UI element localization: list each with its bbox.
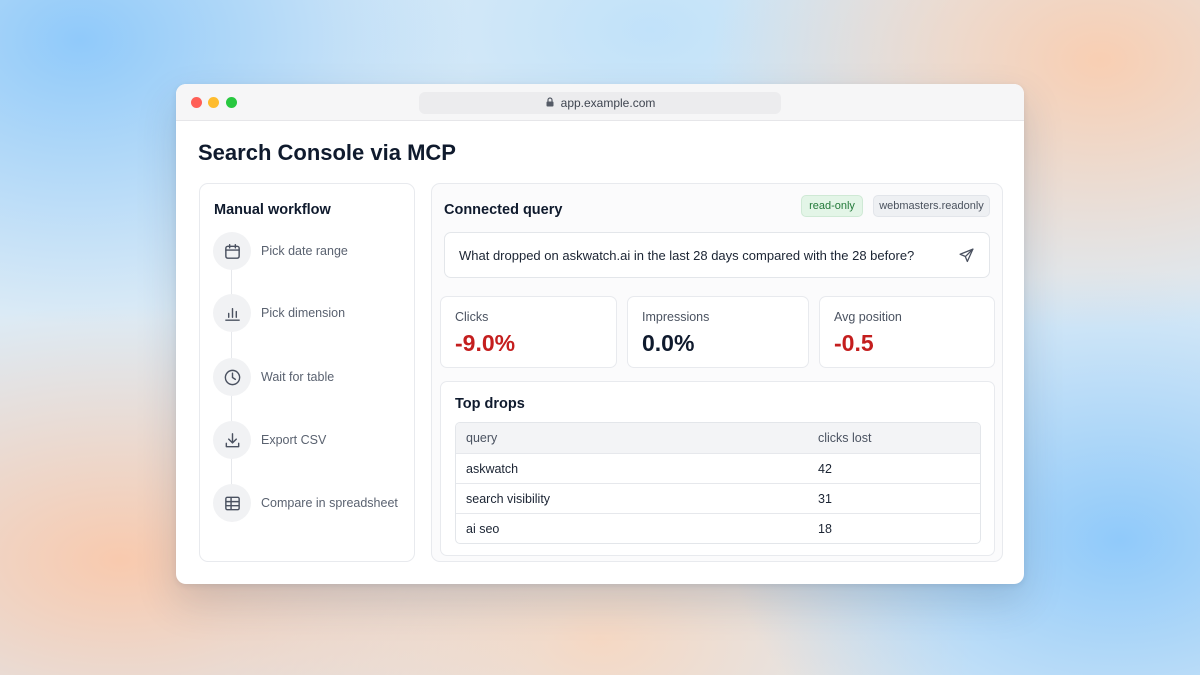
query-input[interactable]: What dropped on askwatch.ai in the last … (444, 232, 990, 278)
metric-card-clicks: Clicks -9.0% (440, 296, 617, 368)
bar-chart-icon (213, 294, 251, 332)
workflow-step-export-csv: Export CSV (213, 421, 409, 459)
metric-value: -0.5 (834, 330, 874, 356)
title-bar: app.example.com (176, 84, 1024, 121)
close-window-button[interactable] (191, 97, 202, 108)
clock-icon (213, 358, 251, 396)
manual-workflow-panel: Manual workflow Pick date range Pick dim… (199, 183, 415, 562)
workflow-step-compare-in-spreadsheet: Compare in spreadsheet (213, 484, 409, 522)
table-cell-clicks-lost: 18 (818, 521, 832, 536)
step-label: Compare in spreadsheet (261, 496, 398, 510)
send-icon[interactable] (958, 247, 975, 264)
top-drops-table: query clicks lost askwatch 42 search vis… (455, 422, 981, 544)
workflow-step-pick-dimension: Pick dimension (213, 294, 409, 332)
address-bar[interactable]: app.example.com (419, 92, 781, 114)
step-label: Pick date range (261, 244, 348, 258)
workflow-step-pick-date-range: Pick date range (213, 232, 409, 270)
step-label: Export CSV (261, 433, 327, 447)
query-text: What dropped on askwatch.ai in the last … (459, 247, 915, 263)
connected-query-title: Connected query (444, 202, 563, 218)
table-icon (213, 484, 251, 522)
table-cell-clicks-lost: 42 (818, 461, 832, 476)
page-title: Search Console via MCP (198, 140, 456, 165)
step-label: Pick dimension (261, 306, 346, 320)
metric-value: -9.0% (455, 330, 516, 356)
url-text: app.example.com (560, 96, 656, 110)
table-row: search visibility 31 (456, 483, 980, 513)
lock-icon (545, 96, 555, 110)
table-row: askwatch 42 (456, 453, 980, 483)
table-row: ai seo 18 (456, 513, 980, 543)
maximize-window-button[interactable] (226, 97, 237, 108)
browser-window: app.example.com Search Console via MCP M… (176, 84, 1024, 584)
top-drops-card: Top drops query clicks lost askwatch 42 … (440, 381, 995, 556)
connected-query-panel: Connected query read-only webmasters.rea… (431, 183, 1003, 562)
table-header-row: query clicks lost (456, 423, 980, 453)
table-cell-query: askwatch (466, 461, 519, 476)
metric-label: Clicks (455, 310, 489, 324)
table-cell-query: ai seo (466, 521, 500, 536)
top-drops-title: Top drops (455, 396, 525, 412)
column-header-clicks-lost: clicks lost (818, 431, 872, 445)
minimize-window-button[interactable] (208, 97, 219, 108)
read-only-badge: read-only (801, 195, 863, 217)
calendar-icon (213, 232, 251, 270)
metric-label: Avg position (834, 310, 902, 324)
metric-label: Impressions (642, 310, 710, 324)
step-label: Wait for table (261, 370, 335, 384)
workflow-title: Manual workflow (214, 202, 331, 218)
metric-card-avg-position: Avg position -0.5 (819, 296, 995, 368)
workflow-step-wait-for-table: Wait for table (213, 358, 409, 396)
metric-card-impressions: Impressions 0.0% (627, 296, 809, 368)
table-cell-query: search visibility (466, 491, 551, 506)
column-header-query: query (466, 431, 498, 445)
metric-value: 0.0% (642, 330, 695, 356)
scope-badge: webmasters.readonly (873, 195, 990, 217)
download-icon (213, 421, 251, 459)
table-cell-clicks-lost: 31 (818, 491, 832, 506)
